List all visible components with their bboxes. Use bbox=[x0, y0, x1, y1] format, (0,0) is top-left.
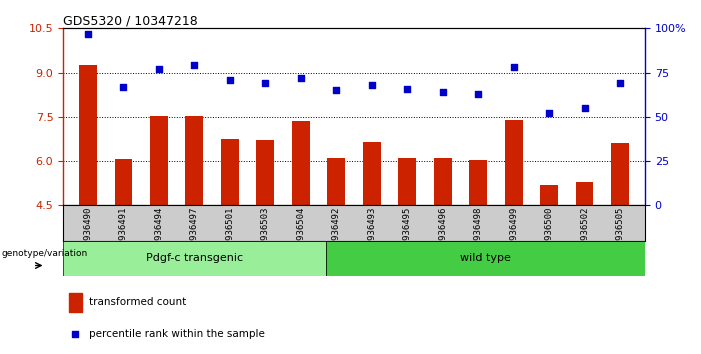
Point bbox=[82, 31, 93, 36]
Point bbox=[472, 91, 484, 97]
Bar bbox=[398, 158, 416, 205]
Text: GSM936505: GSM936505 bbox=[615, 207, 625, 256]
Bar bbox=[540, 185, 558, 205]
Text: GSM936498: GSM936498 bbox=[474, 207, 483, 256]
Point bbox=[224, 77, 236, 82]
Text: GSM936500: GSM936500 bbox=[545, 207, 554, 256]
Point bbox=[615, 80, 626, 86]
Point bbox=[402, 86, 413, 91]
Point bbox=[295, 75, 306, 81]
Point bbox=[118, 84, 129, 90]
Bar bbox=[434, 158, 451, 205]
Text: GSM936499: GSM936499 bbox=[509, 207, 518, 256]
Point bbox=[189, 63, 200, 68]
Text: GSM936493: GSM936493 bbox=[367, 207, 376, 256]
Bar bbox=[326, 241, 645, 276]
Text: GSM936502: GSM936502 bbox=[580, 207, 589, 256]
Bar bbox=[186, 116, 203, 205]
Bar bbox=[505, 120, 522, 205]
Point bbox=[366, 82, 377, 88]
Point bbox=[437, 89, 449, 95]
Text: GSM936492: GSM936492 bbox=[332, 207, 341, 256]
Point bbox=[579, 105, 590, 111]
Text: percentile rank within the sample: percentile rank within the sample bbox=[89, 329, 265, 339]
Bar bbox=[150, 116, 168, 205]
Text: GDS5320 / 10347218: GDS5320 / 10347218 bbox=[63, 14, 198, 27]
Bar bbox=[257, 141, 274, 205]
Bar bbox=[114, 159, 132, 205]
Bar bbox=[576, 182, 594, 205]
Bar bbox=[363, 142, 381, 205]
Bar bbox=[63, 241, 326, 276]
Text: GSM936495: GSM936495 bbox=[402, 207, 411, 256]
Bar bbox=[221, 139, 239, 205]
Text: genotype/variation: genotype/variation bbox=[1, 249, 88, 258]
Point bbox=[154, 66, 165, 72]
Text: Pdgf-c transgenic: Pdgf-c transgenic bbox=[146, 253, 243, 263]
Text: GSM936491: GSM936491 bbox=[119, 207, 128, 256]
Text: GSM936504: GSM936504 bbox=[297, 207, 306, 256]
Text: transformed count: transformed count bbox=[89, 297, 186, 307]
Text: GSM936501: GSM936501 bbox=[225, 207, 234, 256]
Bar bbox=[469, 160, 487, 205]
Text: GSM936490: GSM936490 bbox=[83, 207, 93, 256]
Bar bbox=[611, 143, 629, 205]
Point bbox=[508, 64, 519, 70]
Bar bbox=[327, 158, 345, 205]
Text: GSM936503: GSM936503 bbox=[261, 207, 270, 256]
Bar bbox=[79, 65, 97, 205]
Bar bbox=[69, 293, 82, 312]
Bar bbox=[292, 121, 310, 205]
Text: GSM936494: GSM936494 bbox=[154, 207, 163, 256]
Point bbox=[331, 87, 342, 93]
Text: GSM936497: GSM936497 bbox=[190, 207, 199, 256]
Point bbox=[543, 110, 554, 116]
Text: GSM936496: GSM936496 bbox=[438, 207, 447, 256]
Text: wild type: wild type bbox=[460, 253, 511, 263]
Point bbox=[259, 80, 271, 86]
Point bbox=[69, 331, 81, 337]
